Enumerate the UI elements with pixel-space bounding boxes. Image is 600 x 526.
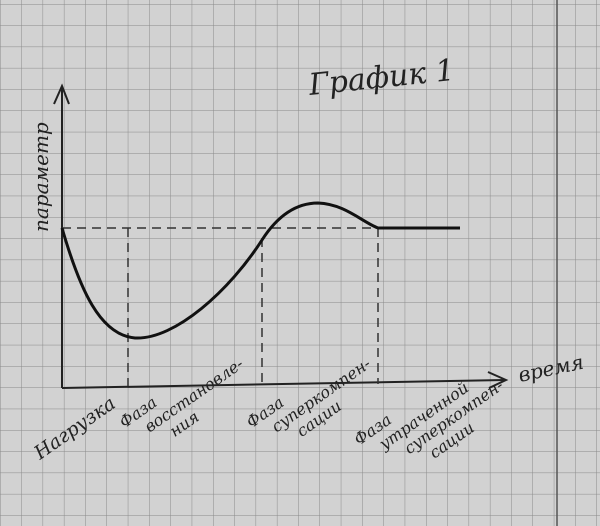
y-axis-label: параметр [29,122,53,232]
y-arrow [53,83,70,105]
x-axis [61,379,506,389]
curve [60,201,460,340]
x-arrow [487,371,509,389]
axes [53,83,509,389]
